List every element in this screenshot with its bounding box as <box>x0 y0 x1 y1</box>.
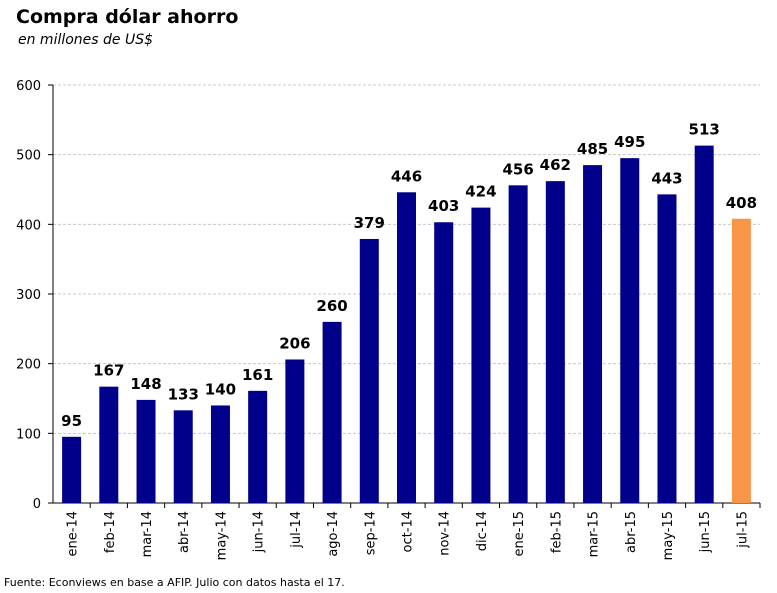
bar <box>210 405 230 503</box>
x-tick-label: oct-14 <box>401 511 416 552</box>
bar <box>173 410 193 503</box>
bar <box>397 192 416 503</box>
x-tick-label: jun-14 <box>252 511 267 553</box>
chart-subtitle: en millones de US$ <box>18 32 154 48</box>
source-note: Fuente: Econviews en base a AFIP. Julio … <box>4 576 345 589</box>
bar <box>136 399 156 503</box>
x-tick-label: ene-15 <box>512 511 527 556</box>
x-tick-label: jul-14 <box>289 511 304 549</box>
x-tick-label: ago-14 <box>326 511 341 557</box>
data-label: 408 <box>726 194 757 212</box>
data-label: 148 <box>130 375 161 393</box>
x-tick-label: mar-14 <box>140 511 155 557</box>
y-tick-label: 300 <box>16 288 41 303</box>
data-label: 403 <box>428 197 459 215</box>
data-label: 133 <box>168 385 199 403</box>
y-tick-label: 0 <box>33 497 41 512</box>
data-label: 443 <box>651 169 682 187</box>
y-tick-label: 500 <box>16 149 41 164</box>
bar <box>471 207 491 503</box>
bar <box>657 194 677 504</box>
bar <box>694 145 714 504</box>
data-label: 140 <box>205 380 236 398</box>
bar <box>248 390 268 503</box>
data-label: 485 <box>577 140 608 158</box>
data-label: 456 <box>502 160 533 178</box>
data-label: 167 <box>93 362 124 380</box>
x-tick-label: may-14 <box>214 511 229 560</box>
data-label: 95 <box>61 412 82 430</box>
data-label: 260 <box>316 297 347 315</box>
x-tick-label: feb-15 <box>549 511 564 553</box>
bar <box>508 185 528 503</box>
data-label: 462 <box>540 156 571 174</box>
data-label: 206 <box>279 334 310 352</box>
y-tick-label: 400 <box>16 218 41 233</box>
bar <box>620 158 640 503</box>
data-label: 495 <box>614 133 645 151</box>
x-tick-label: ene-14 <box>66 511 81 556</box>
chart-title: Compra dólar ahorro <box>16 6 239 28</box>
bar <box>285 359 305 503</box>
bar <box>545 181 565 503</box>
x-tick-label: mar-15 <box>587 511 602 557</box>
x-tick-label: jul-15 <box>735 511 750 549</box>
x-tick-label: nov-14 <box>438 511 453 556</box>
data-label: 446 <box>391 167 422 185</box>
x-tick-label: jun-15 <box>698 511 713 553</box>
x-tick-label: abr-14 <box>177 511 192 553</box>
data-label: 513 <box>689 121 720 139</box>
x-tick-label: sep-14 <box>363 511 378 555</box>
bar <box>322 321 342 503</box>
x-tick-label: may-15 <box>661 511 676 560</box>
bar <box>62 436 82 503</box>
data-label: 161 <box>242 366 273 384</box>
bar <box>99 386 119 503</box>
x-tick-label: dic-14 <box>475 511 490 551</box>
x-tick-label: feb-14 <box>103 511 118 553</box>
bar <box>731 218 751 503</box>
y-tick-label: 600 <box>16 79 41 94</box>
data-label: 379 <box>354 214 385 232</box>
bar <box>434 222 454 503</box>
y-tick-label: 100 <box>16 427 41 442</box>
x-tick-label: abr-15 <box>624 511 639 553</box>
y-tick-label: 200 <box>16 358 41 373</box>
bar <box>359 238 379 504</box>
data-label: 424 <box>465 183 496 201</box>
bar <box>583 165 603 503</box>
